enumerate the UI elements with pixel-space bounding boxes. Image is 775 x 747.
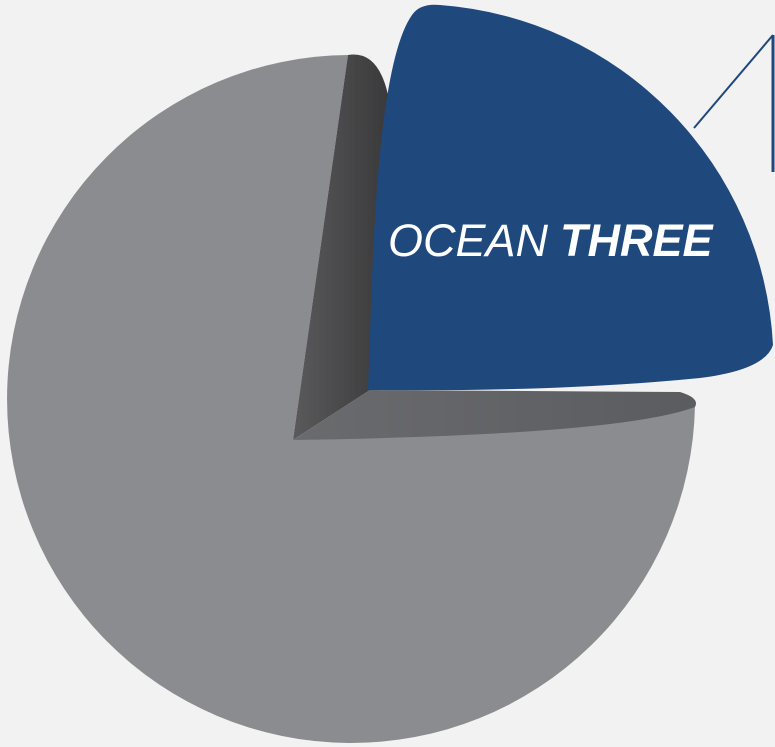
slice-label: OCEAN THREE xyxy=(388,215,715,266)
gray-pie-body xyxy=(7,55,696,743)
cut-wall xyxy=(293,54,388,440)
label-light: OCEAN xyxy=(388,215,549,266)
cut-floor xyxy=(293,390,696,440)
label-bold: THREE xyxy=(560,215,714,266)
leader-line xyxy=(693,34,774,129)
exploded-slice xyxy=(368,4,773,391)
